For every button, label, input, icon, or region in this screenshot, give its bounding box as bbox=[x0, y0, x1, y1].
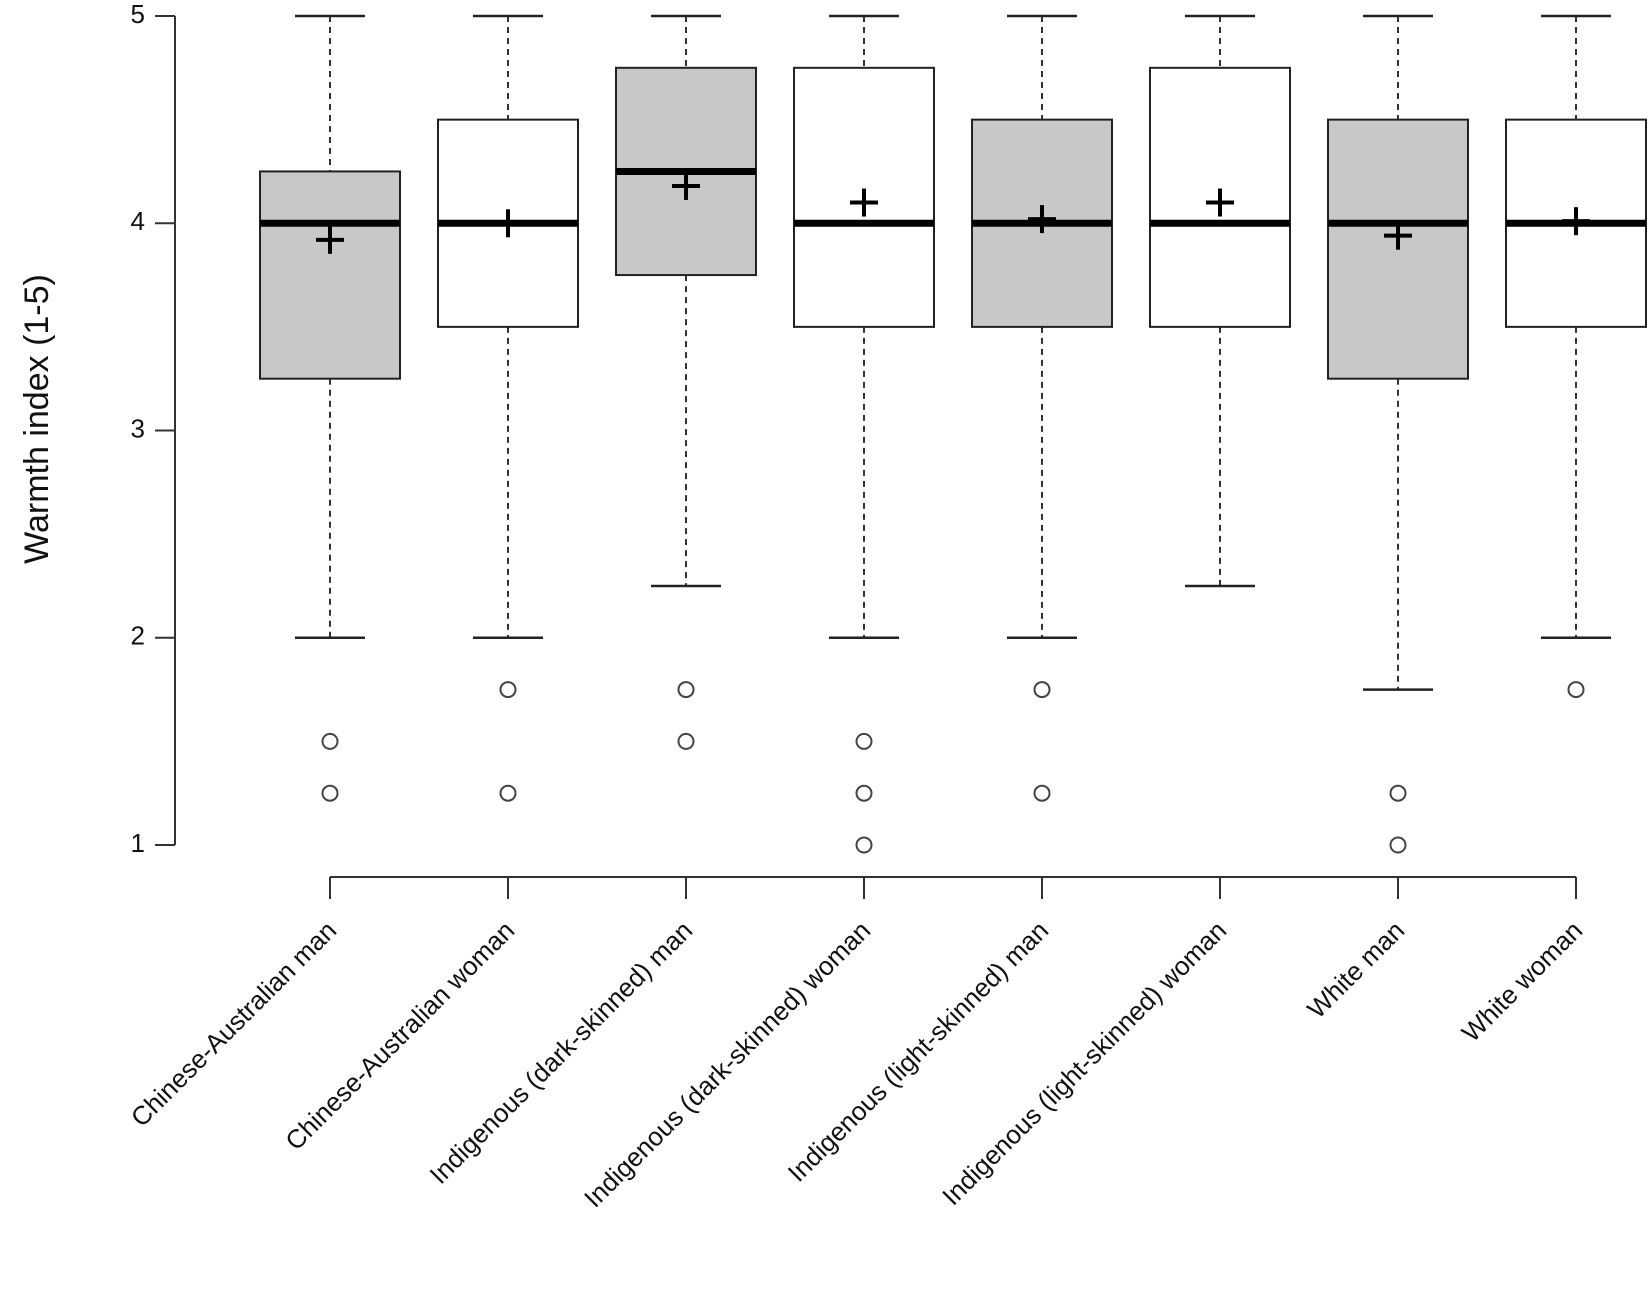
box-group bbox=[259, 14, 401, 802]
outlier-point bbox=[855, 732, 873, 750]
y-tick-label: 4 bbox=[131, 206, 145, 236]
outlier-point bbox=[677, 681, 695, 699]
y-axis: 1 2 3 4 5 bbox=[131, 0, 176, 858]
box-group bbox=[1149, 14, 1291, 588]
x-category-label: Chinese-Australian man bbox=[125, 915, 342, 1132]
outlier-point bbox=[1033, 784, 1051, 802]
outlier-point bbox=[677, 732, 695, 750]
box-group bbox=[615, 14, 757, 750]
x-category-label: White woman bbox=[1456, 915, 1589, 1048]
y-tick-label: 1 bbox=[131, 828, 145, 858]
outlier-point bbox=[321, 784, 339, 802]
outlier-point bbox=[1389, 836, 1407, 854]
y-axis-title: Warmth index (1-5) bbox=[18, 274, 56, 564]
outlier-point bbox=[321, 732, 339, 750]
y-tick-label: 5 bbox=[131, 0, 145, 29]
box-group bbox=[1327, 14, 1469, 854]
x-category-label: Indigenous (light-skinned) woman bbox=[936, 915, 1232, 1211]
box-group bbox=[971, 14, 1113, 802]
iqr-box bbox=[259, 170, 401, 380]
outlier-point bbox=[1033, 681, 1051, 699]
x-axis: Chinese-Australian manChinese-Australian… bbox=[125, 876, 1589, 1213]
y-tick-label: 2 bbox=[131, 621, 145, 651]
box-group bbox=[437, 14, 579, 802]
outlier-point bbox=[499, 784, 517, 802]
boxes-layer bbox=[259, 14, 1647, 854]
outlier-point bbox=[499, 681, 517, 699]
outlier-point bbox=[1389, 784, 1407, 802]
outlier-point bbox=[855, 784, 873, 802]
y-tick-label: 3 bbox=[131, 413, 145, 443]
box-group bbox=[1505, 14, 1647, 699]
x-category-label: Indigenous (dark-skinned) woman bbox=[578, 915, 876, 1213]
x-category-label: White man bbox=[1301, 915, 1410, 1024]
outlier-point bbox=[855, 836, 873, 854]
outlier-point bbox=[1567, 681, 1585, 699]
box-group bbox=[793, 14, 935, 854]
